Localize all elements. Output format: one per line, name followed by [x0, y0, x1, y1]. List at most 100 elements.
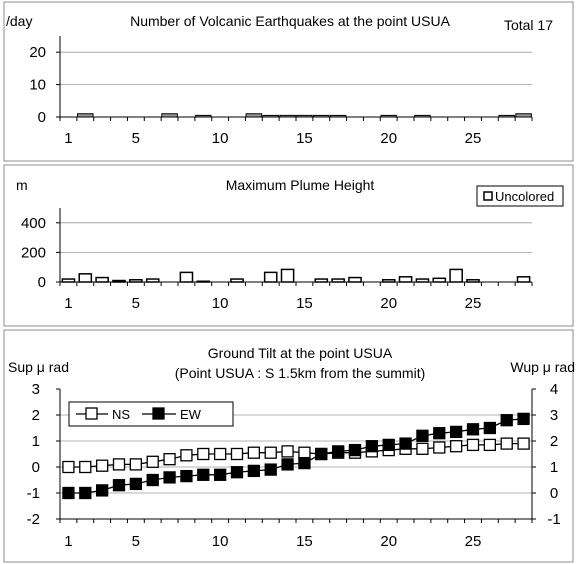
earthquake-ytick-label: 20	[29, 44, 46, 61]
tilt-ns-point	[112, 458, 126, 471]
tilt-right-ytick-label: 4	[550, 381, 558, 398]
tilt-ew-point	[62, 486, 75, 500]
plume-ytick-label: 400	[21, 215, 46, 232]
tilt-ns-point	[264, 446, 277, 459]
plume-bar	[398, 276, 413, 283]
earthquake-xtick-label: 10	[212, 130, 229, 147]
earthquake-bar	[279, 114, 296, 118]
tilt-ew-point	[180, 469, 193, 483]
earthquake-bar	[498, 114, 515, 118]
earthquake-bar	[313, 114, 330, 118]
tilt-ns-point	[483, 438, 497, 452]
tilt-ns-point	[298, 446, 311, 459]
tilt-ew-line	[68, 418, 524, 494]
earthquake-bar	[329, 114, 347, 118]
tilt-ns-point	[433, 441, 446, 454]
tilt-ew-point	[483, 421, 497, 435]
plume-ytick-label: 200	[21, 244, 46, 261]
tilt-ew-point	[95, 484, 109, 497]
earthquake-ytick-label: 10	[29, 77, 46, 94]
plume-legend-box	[476, 185, 564, 207]
earthquake-bar	[296, 114, 313, 118]
plume-chart: m Maximum Plume Height Uncolored 0 200 400…	[16, 177, 564, 312]
earthquake-chart: /day Number of Volcanic Earthquakes at t…	[6, 13, 553, 147]
tilt-right-ytick-label: 1	[550, 459, 558, 476]
plume-bar	[280, 268, 295, 283]
plume-ytick-label: 0	[38, 274, 46, 291]
tilt-legend-ew-marker	[152, 407, 165, 420]
tilt-left-axis-label: Sup μ rad	[8, 359, 69, 375]
plume-bar	[196, 280, 211, 283]
tilt-ew-point	[399, 437, 412, 450]
tilt-title: Ground Tilt at the point USUA	[208, 345, 393, 361]
plume-xtick-label: 20	[380, 295, 397, 312]
plume-legend-swatch	[483, 191, 493, 201]
tilt-xtick-label: 10	[212, 533, 229, 550]
earthquake-bar	[262, 114, 279, 118]
plume-xtick-label: 25	[465, 295, 482, 312]
tilt-ns-point	[230, 447, 244, 461]
earthquake-total-annotation: Total 17	[504, 17, 553, 33]
earthquake-ylabel: /day	[6, 13, 32, 29]
tilt-right-ytick-label: -1	[547, 511, 560, 528]
tilt-ew-point	[365, 440, 379, 453]
tilt-legend: NS EW	[68, 401, 234, 427]
tilt-ns-point	[213, 447, 227, 461]
tilt-ns-point	[146, 455, 159, 468]
plume-xtick-label: 5	[132, 295, 140, 312]
plume-bar	[331, 278, 345, 283]
tilt-ns-point	[163, 453, 176, 466]
earthquake-xtick-label: 15	[296, 130, 313, 147]
plume-bar	[78, 273, 93, 283]
tilt-ew-point	[79, 486, 92, 500]
plume-bar	[314, 278, 329, 283]
tilt-xtick-label: 20	[380, 533, 397, 550]
plume-bar	[129, 279, 143, 283]
tilt-ns-point	[197, 447, 210, 461]
earthquake-bar	[161, 113, 178, 118]
plume-title: Maximum Plume Height	[226, 177, 375, 193]
tilt-left-ytick-label: 1	[32, 433, 40, 450]
tilt-ns-point	[129, 458, 143, 471]
tilt-left-ytick-label: 3	[32, 381, 40, 398]
tilt-left-ytick-label: -1	[27, 485, 40, 502]
plume-xtick-label: 10	[212, 295, 229, 312]
plume-bar	[230, 278, 244, 283]
tilt-left-ytick-label: 2	[32, 407, 40, 424]
tilt-right-axis-label: Wup μ rad	[510, 359, 575, 375]
tilt-right-ytick-label: 0	[550, 485, 558, 502]
earthquake-ytick-label: 0	[38, 109, 46, 126]
earthquake-xtick-label: 20	[380, 130, 397, 147]
tilt-ew-point	[197, 468, 210, 481]
plume-bar	[466, 279, 480, 283]
tilt-right-ytick-label: 3	[550, 407, 558, 424]
plume-bar	[348, 276, 362, 283]
plume-bar	[449, 268, 463, 283]
tilt-ew-point	[281, 458, 294, 471]
plume-bar	[112, 279, 126, 283]
plume-bar	[381, 279, 396, 283]
earthquake-xtick-label: 1	[64, 130, 72, 147]
earthquake-bar	[77, 113, 94, 118]
plume-bar	[95, 276, 109, 283]
tilt-ns-point	[247, 446, 261, 459]
tilt-ew-point	[298, 456, 311, 470]
tilt-ew-point	[500, 414, 513, 427]
tilt-ew-point	[331, 445, 345, 458]
tilt-ew-point	[449, 425, 463, 439]
tilt-ns-point	[449, 440, 463, 453]
tilt-ew-point	[247, 464, 261, 478]
tilt-right-ytick-label: 2	[550, 433, 558, 450]
plume-bar	[432, 277, 447, 283]
tilt-ew-point	[382, 438, 395, 452]
earthquake-bar	[245, 113, 263, 118]
tilt-ew-point	[163, 471, 176, 484]
plume-legend-label: Uncolored	[495, 189, 554, 204]
plume-xtick-label: 1	[64, 295, 72, 312]
earthquake-bar	[414, 114, 431, 118]
tilt-ew-point	[112, 479, 126, 492]
plume-bar	[179, 271, 194, 283]
tilt-legend-ew-label: EW	[180, 407, 202, 422]
earthquake-bar	[380, 114, 397, 118]
